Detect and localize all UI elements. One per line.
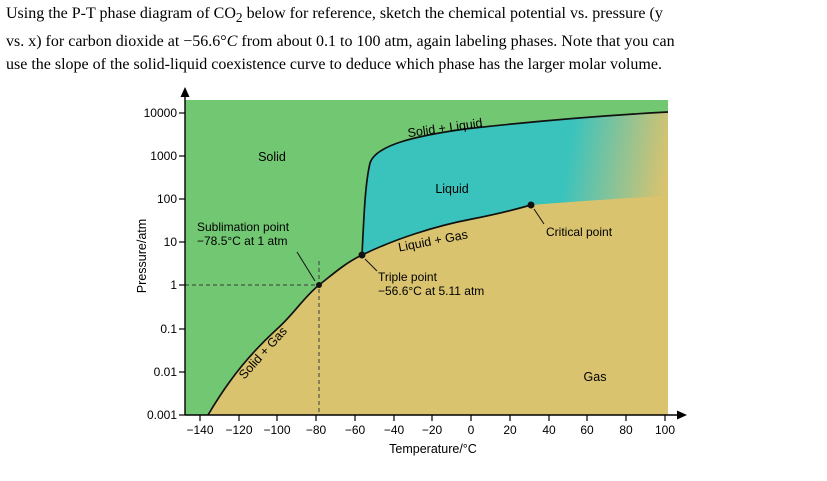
y-axis-title: Pressure/atm xyxy=(135,219,149,293)
y-tick-label: 0.01 xyxy=(154,365,178,379)
y-tick-label: 10 xyxy=(164,235,178,249)
sublimation-point-label-line2: −78.5°C at 1 atm xyxy=(197,234,288,248)
y-tick-label: 0.1 xyxy=(160,322,177,336)
question-line-2: vs. x) for carbon dioxide at −56.6°C fro… xyxy=(6,30,824,54)
y-axis-arrow-icon xyxy=(180,87,190,97)
question-segment: from about 0.1 to 100 atm, again labelin… xyxy=(237,32,675,50)
question-segment: Using the P-T phase diagram of CO xyxy=(6,5,236,22)
y-ticks xyxy=(179,112,185,416)
x-tick-label: 80 xyxy=(619,423,633,437)
x-axis-arrow-icon xyxy=(677,410,687,420)
x-tick-label: 100 xyxy=(655,423,675,437)
x-tick-label: 0 xyxy=(468,423,475,437)
y-tick-label: 100 xyxy=(157,192,177,206)
temperature-unit-italic: C xyxy=(226,32,238,50)
liquid-region-label: Liquid xyxy=(435,182,468,196)
y-tick-label: 10000 xyxy=(144,106,178,120)
gas-region xyxy=(208,195,668,415)
x-ticks xyxy=(199,415,666,421)
gas-region-label: Gas xyxy=(584,370,607,384)
question-text: Using the P-T phase diagram of CO2 below… xyxy=(6,2,824,77)
x-tick-label: 20 xyxy=(503,423,517,437)
temperature-value: −56.6° xyxy=(183,32,227,50)
sublimation-point-label-line1: Sublimation point xyxy=(197,220,290,234)
x-axis-title: Temperature/°C xyxy=(389,442,477,456)
x-tick-label: −20 xyxy=(422,423,443,437)
melting-curve xyxy=(361,111,669,256)
solid-region-label: Solid xyxy=(258,150,286,164)
sublimation-label-leader xyxy=(296,251,316,282)
triple-point-label-line2: −56.6°C at 5.11 atm xyxy=(378,284,484,298)
question-segment: below for reference, sketch the chemical… xyxy=(242,5,663,22)
critical-point-dot xyxy=(527,201,535,209)
question-line-3: use the slope of the solid-liquid coexis… xyxy=(6,56,662,74)
co2-subscript: 2 xyxy=(235,10,243,26)
x-tick-label: −140 xyxy=(186,423,213,437)
question-segment: vs. x) for carbon dioxide at xyxy=(6,32,184,50)
y-tick-label: 1000 xyxy=(150,149,177,163)
x-tick-label: 60 xyxy=(580,423,594,437)
critical-point-leader xyxy=(533,208,545,225)
x-tick-label: −80 xyxy=(306,423,327,437)
y-tick-label: 0.001 xyxy=(147,408,177,422)
triple-point-leader xyxy=(364,258,378,272)
critical-point-label: Critical point xyxy=(546,225,613,239)
vaporization-curve xyxy=(361,204,532,256)
triple-point-label-line1: Triple point xyxy=(378,270,438,284)
x-tick-label: −100 xyxy=(263,423,290,437)
question-line-1: Using the P-T phase diagram of CO2 below… xyxy=(6,2,824,30)
x-tick-label: 40 xyxy=(542,423,556,437)
triple-point-dot xyxy=(358,251,366,259)
x-tick-label: −60 xyxy=(345,423,366,437)
sublimation-point-dot xyxy=(316,282,322,288)
liquid-region xyxy=(362,112,668,255)
sublimation-curve xyxy=(207,254,363,416)
x-tick-label: −40 xyxy=(384,423,405,437)
x-tick-label: −120 xyxy=(225,423,252,437)
y-tick-label: 1 xyxy=(170,278,177,292)
